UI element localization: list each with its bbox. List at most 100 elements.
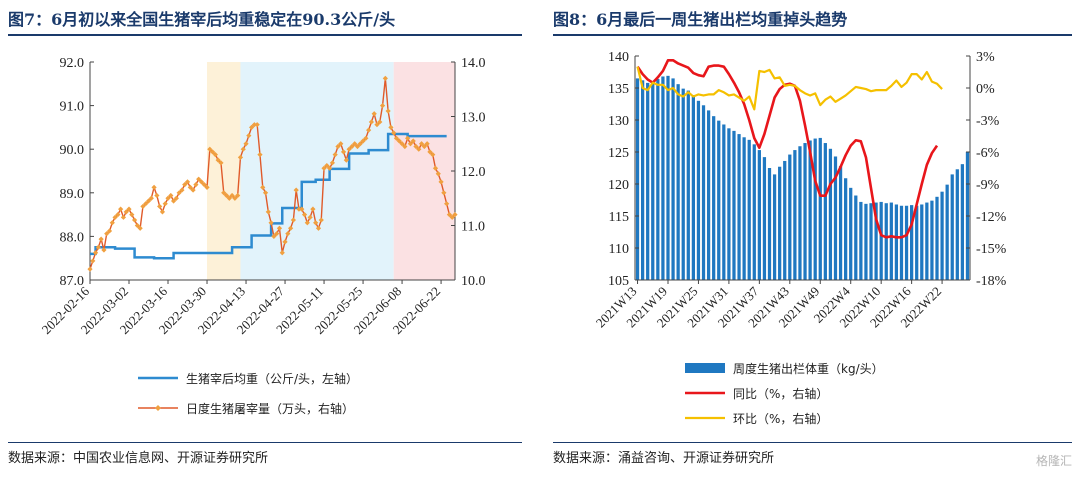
- weight-bar: [849, 187, 853, 280]
- slaughter-point: [296, 206, 302, 212]
- weight-bar: [920, 204, 924, 280]
- left-y-tick-label: 89.0: [60, 187, 85, 202]
- slaughter-point: [299, 206, 305, 212]
- left-chart-source: 数据来源：中国农业信息网、开源证券研究所: [8, 451, 269, 466]
- weight-bar: [925, 202, 929, 280]
- slaughter-point: [444, 201, 450, 207]
- slaughter-point: [109, 220, 115, 226]
- weight-bar: [778, 166, 782, 280]
- slaughter-point: [173, 195, 179, 201]
- slaughter-point: [254, 122, 260, 128]
- right-y-tick-label: 11.0: [461, 220, 485, 235]
- slaughter-point: [232, 195, 238, 201]
- right-y-tick-label: 0%: [976, 82, 995, 97]
- slaughter-point: [112, 214, 118, 220]
- slaughter-point: [360, 138, 366, 144]
- slaughter-point: [106, 228, 113, 234]
- weight-bar: [955, 169, 959, 280]
- slaughter-point: [159, 209, 166, 215]
- slaughter-point: [293, 187, 299, 193]
- weight-bar: [666, 75, 670, 280]
- weight-bar: [772, 174, 777, 280]
- left-y-tick-label: 130: [608, 114, 629, 129]
- mom-series-line: [636, 66, 943, 111]
- legend-slaughter-label: 日度生猪屠宰量（万头，右轴）: [186, 401, 354, 416]
- slaughter-point: [170, 198, 177, 204]
- weight-bar: [788, 154, 792, 280]
- right-y-tick-label: -3%: [976, 114, 1000, 129]
- right-y-tick-label: 10.0: [461, 274, 486, 289]
- weight-bar: [671, 78, 675, 281]
- slaughter-point: [432, 165, 439, 171]
- weight-bar: [899, 205, 904, 280]
- weight-bar: [752, 144, 756, 280]
- slaughter-point: [413, 143, 419, 150]
- slaughter-point: [243, 141, 249, 147]
- slaughter-point: [393, 135, 400, 141]
- slaughter-point: [162, 201, 168, 207]
- weight-bar: [864, 203, 868, 280]
- weight-bar: [767, 168, 772, 280]
- weight-bar: [635, 78, 640, 281]
- slaughter-point: [418, 141, 425, 147]
- weight-bar: [646, 82, 650, 280]
- slaughter-point: [120, 214, 127, 220]
- slaughter-point: [187, 184, 193, 190]
- slaughter-point: [118, 206, 124, 212]
- slaughter-point: [218, 160, 224, 166]
- slaughter-point: [352, 141, 358, 147]
- slaughter-point: [262, 190, 269, 196]
- legend-bar-swatch: [685, 363, 725, 373]
- slaughter-point: [382, 75, 388, 81]
- slaughter-point: [421, 143, 427, 150]
- slaughter-point: [92, 250, 99, 256]
- slaughter-point: [282, 239, 288, 245]
- right-y-tick-label: -18%: [976, 274, 1007, 289]
- weight-bar: [910, 205, 914, 280]
- slaughter-point: [363, 135, 369, 141]
- slaughter-point: [379, 103, 386, 109]
- slaughter-point: [407, 141, 414, 147]
- slaughter-point: [201, 182, 207, 188]
- right-y-tick-label: 14.0: [461, 56, 486, 71]
- left-y-tick-label: 91.0: [60, 100, 85, 115]
- legend-mom-label: 环比（%，右轴）: [733, 411, 828, 426]
- weight-bar: [798, 146, 802, 280]
- weight-bar: [742, 137, 746, 280]
- weight-bar: [930, 200, 934, 280]
- weight-bar: [879, 201, 883, 280]
- slaughter-point: [427, 149, 433, 155]
- slaughter-point: [154, 192, 160, 199]
- slaughter-point: [126, 206, 132, 212]
- slaughter-point: [332, 152, 338, 158]
- weight-bar: [717, 120, 721, 280]
- slaughter-point: [168, 192, 174, 199]
- left-y-tick-label: 125: [608, 146, 629, 161]
- slaughter-point: [276, 225, 283, 231]
- right-y-tick-label: -12%: [976, 210, 1007, 225]
- slaughter-point: [388, 124, 394, 130]
- slaughter-point: [140, 203, 146, 210]
- slaughter-point: [143, 201, 149, 207]
- slaughter-point: [145, 198, 152, 204]
- slaughter-point: [424, 141, 430, 147]
- right-chart: 105 110 115 120 125 130 135 140 3% 0% -3% -6% -9% -12…: [593, 50, 1007, 426]
- slaughter-point: [288, 225, 294, 231]
- slaughter-point: [240, 146, 246, 152]
- right-title-rule: [553, 34, 1072, 36]
- weight-bar: [691, 95, 695, 280]
- slaughter-point: [399, 141, 405, 147]
- weight-bar: [737, 134, 741, 280]
- weight-bar: [889, 202, 893, 280]
- slaughter-point: [212, 152, 218, 158]
- left-y-tick-label: 88.0: [60, 230, 85, 245]
- weight-bar: [904, 205, 909, 280]
- slaughter-point: [209, 149, 216, 155]
- weight-bar: [686, 90, 690, 280]
- slaughter-point: [321, 165, 327, 171]
- slaughter-point: [310, 206, 316, 212]
- weight-bar: [945, 184, 949, 280]
- slaughter-point: [402, 143, 408, 150]
- weight-bar: [960, 164, 965, 280]
- right-y-tick-label: -15%: [976, 242, 1007, 257]
